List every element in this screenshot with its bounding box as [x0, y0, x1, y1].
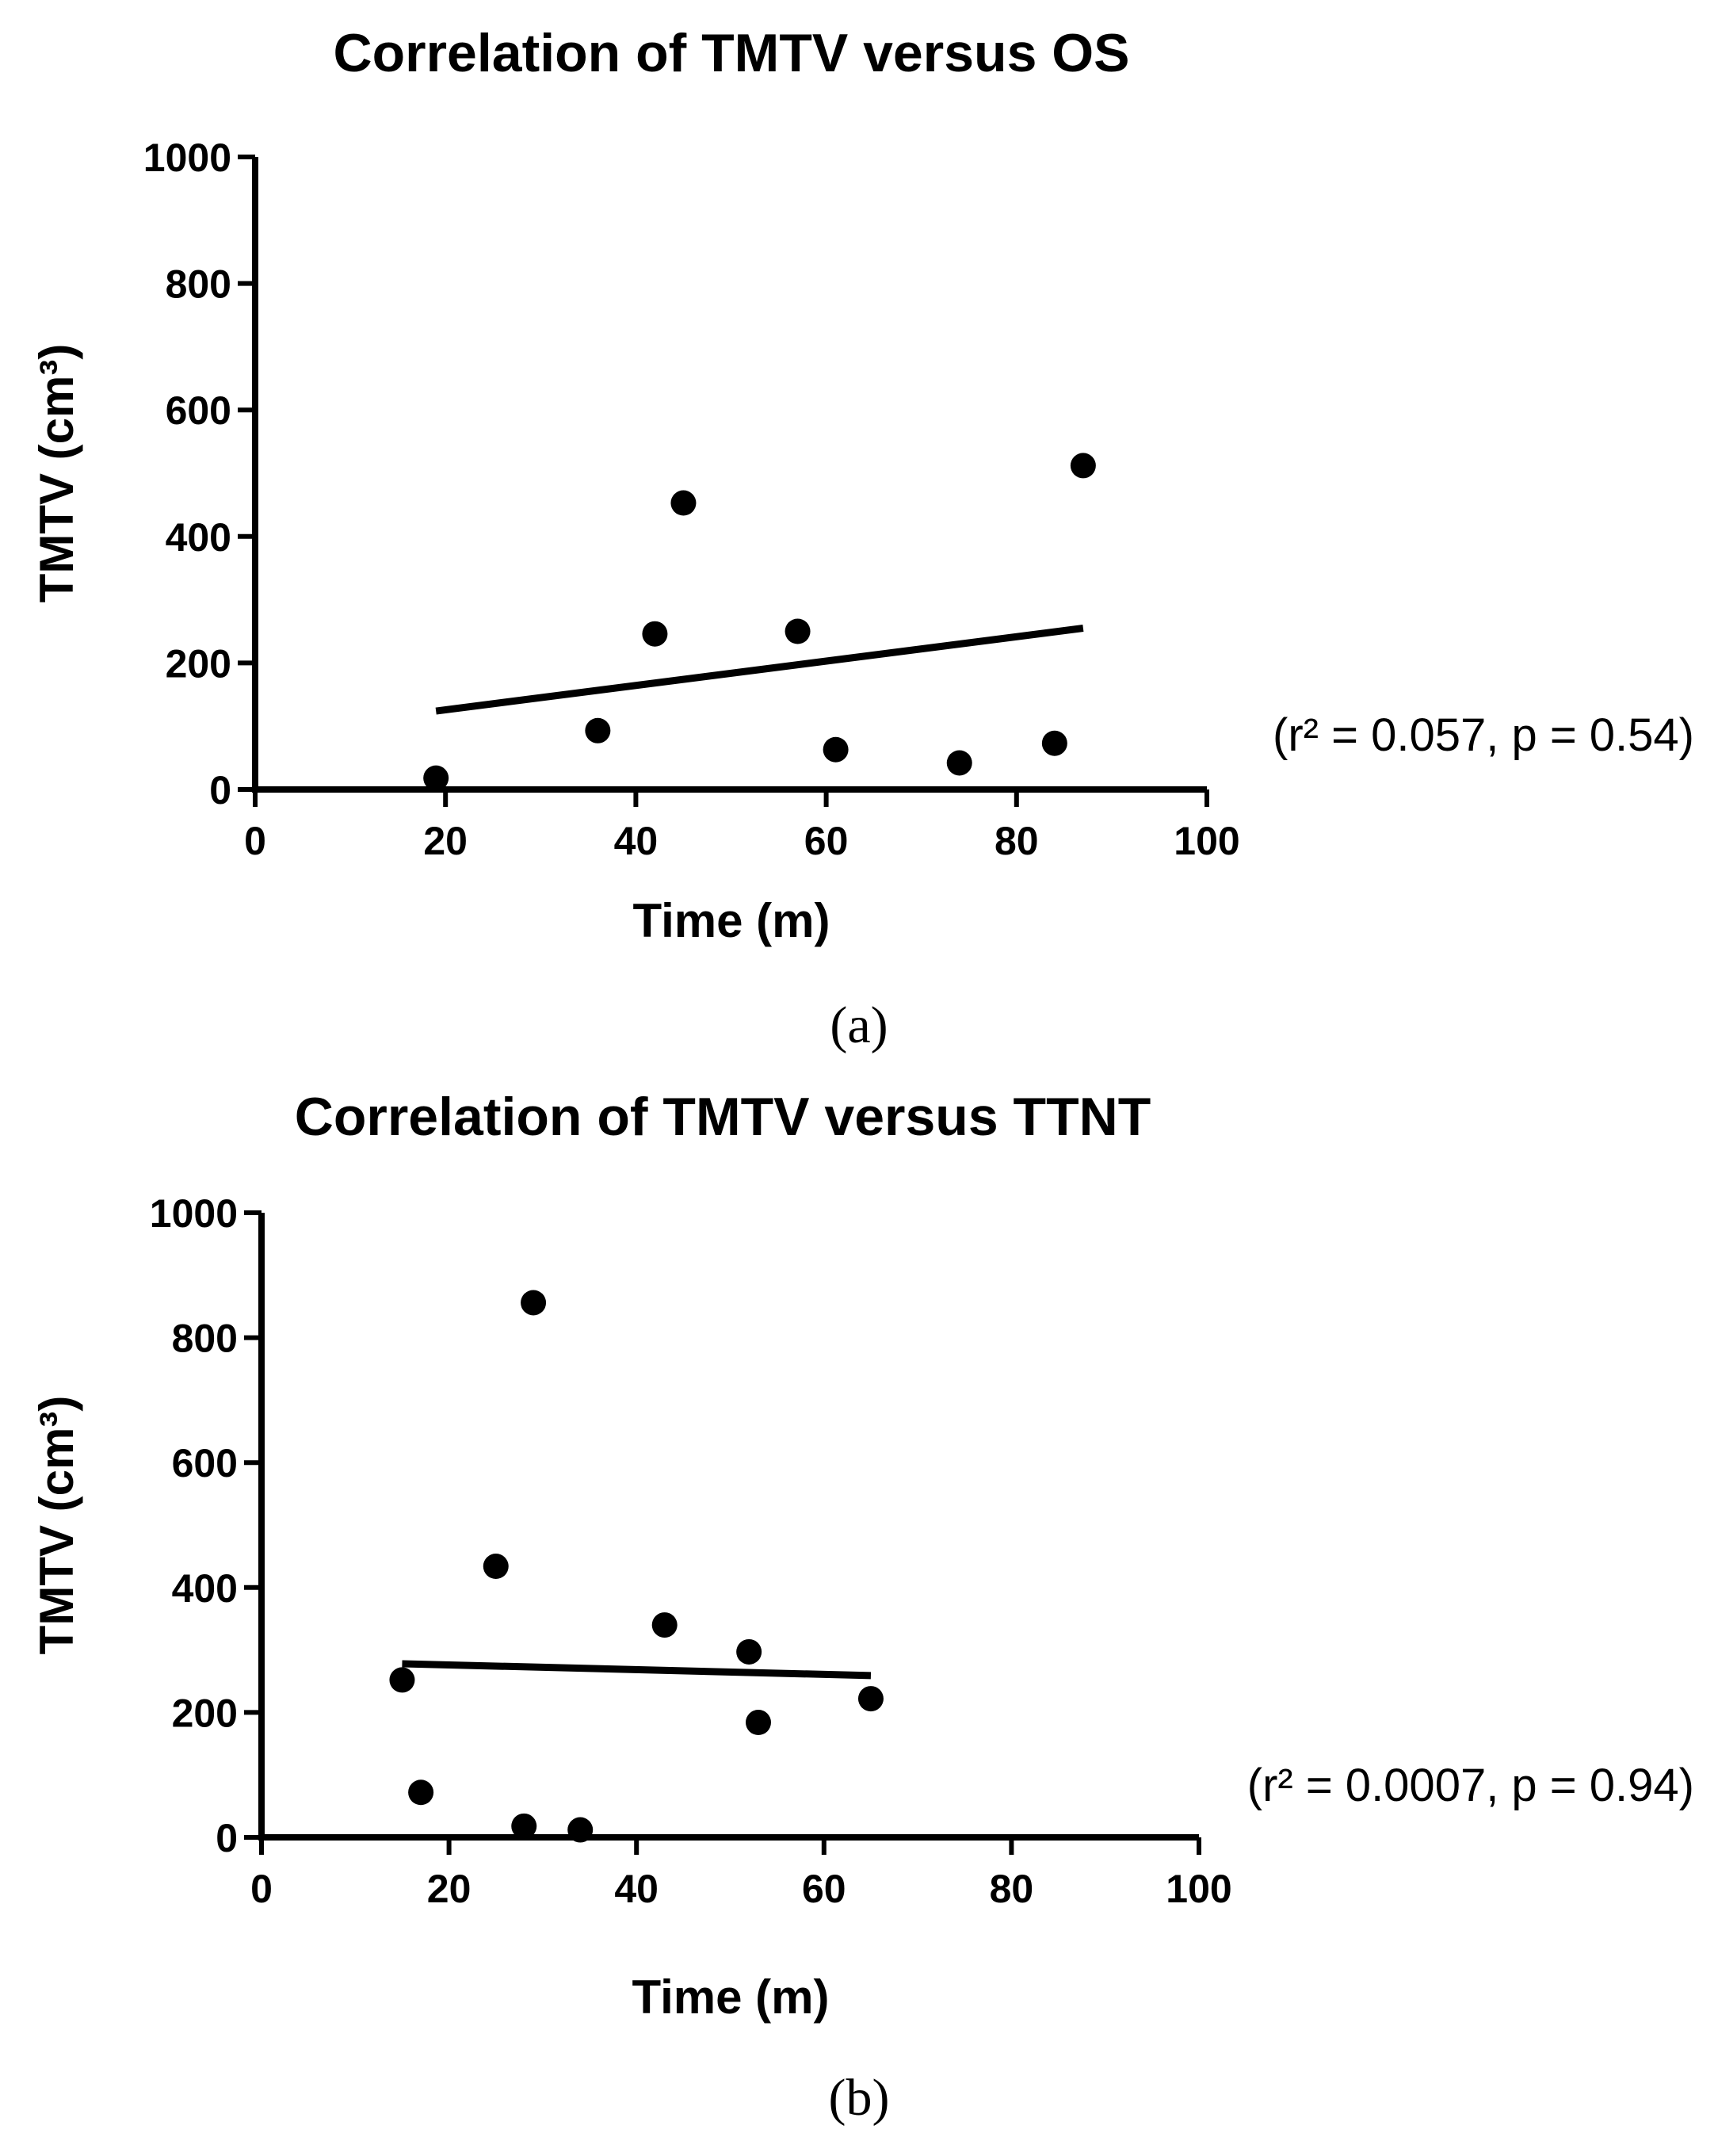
chart-title: Correlation of TMTV versus TTNT	[295, 1087, 1151, 1147]
y-tick-label: 400	[166, 515, 231, 560]
y-tick-label: 1000	[143, 136, 231, 180]
data-point	[511, 1813, 537, 1839]
x-tick-label: 100	[1166, 1867, 1231, 1911]
y-tick-label: 200	[172, 1691, 238, 1735]
data-points	[423, 453, 1096, 791]
chart-title: Correlation of TMTV versus OS	[333, 23, 1129, 83]
data-point	[946, 750, 972, 776]
panel-label: (b)	[829, 2069, 890, 2127]
y-tick-label: 800	[166, 262, 231, 307]
y-tick-label: 0	[216, 1816, 238, 1860]
chart-panel-a: Correlation of TMTV versus OS 0200400600…	[30, 23, 1694, 1054]
x-tick-label: 100	[1174, 819, 1239, 863]
data-point	[670, 490, 697, 516]
y-axis-ticks: 0 200 400 600 800 1000	[143, 136, 255, 812]
x-tick-label: 0	[244, 819, 266, 863]
y-tick-label: 600	[172, 1441, 238, 1485]
data-point	[423, 765, 449, 791]
x-tick-label: 40	[614, 1867, 659, 1911]
y-axis-label: TMTV (cm³)	[30, 1396, 83, 1655]
data-point	[567, 1817, 594, 1843]
chart-panel-b: Correlation of TMTV versus TTNT 02004006…	[30, 1087, 1694, 2127]
y-tick-label: 400	[172, 1566, 238, 1611]
data-point	[585, 717, 611, 744]
data-point	[857, 1686, 884, 1712]
x-tick-label: 80	[990, 1867, 1034, 1911]
y-tick-label: 1000	[150, 1191, 238, 1236]
data-point	[1070, 453, 1096, 479]
y-tick-label: 600	[166, 388, 231, 433]
x-tick-label: 20	[427, 1867, 471, 1911]
data-point	[736, 1638, 762, 1665]
x-axis-ticks: 0 20 40 60 80 100	[244, 789, 1240, 863]
x-tick-label: 60	[802, 1867, 846, 1911]
panel-label: (a)	[830, 996, 888, 1054]
x-axis-ticks: 0 20 40 60 80 100	[250, 1837, 1232, 1911]
data-point	[745, 1710, 771, 1736]
data-point	[651, 1612, 678, 1638]
stats-annotation: (r² = 0.0007, p = 0.94)	[1247, 1760, 1694, 1811]
data-point	[823, 736, 849, 763]
data-point	[408, 1779, 434, 1806]
regression-line	[435, 625, 1084, 715]
y-axis-ticks: 0 200 400 600 800 1000	[150, 1191, 262, 1860]
data-point	[642, 621, 668, 647]
y-tick-label: 200	[166, 641, 231, 686]
regression-line	[402, 1660, 872, 1680]
data-point	[785, 618, 811, 644]
y-axis-label: TMTV (cm³)	[30, 344, 83, 603]
x-axis-label: Time (m)	[633, 894, 830, 947]
y-tick-label: 0	[209, 768, 231, 812]
data-point	[483, 1554, 509, 1580]
y-tick-label: 800	[172, 1317, 238, 1361]
data-points	[389, 1290, 884, 1843]
data-point	[389, 1667, 415, 1693]
data-point	[1041, 730, 1067, 756]
x-tick-label: 40	[614, 819, 659, 863]
x-axis-label: Time (m)	[632, 1971, 830, 2024]
stats-annotation: (r² = 0.057, p = 0.54)	[1273, 709, 1694, 761]
x-tick-label: 80	[995, 819, 1039, 863]
data-point	[521, 1290, 547, 1316]
x-tick-label: 20	[423, 819, 468, 863]
x-tick-label: 0	[250, 1867, 273, 1911]
x-tick-label: 60	[804, 819, 849, 863]
